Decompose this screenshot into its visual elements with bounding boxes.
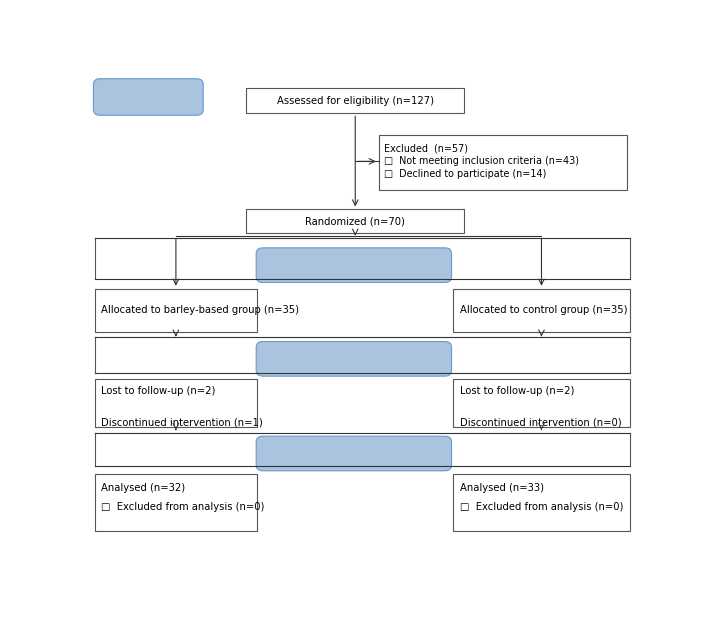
- Text: Lost to follow-up (n=2): Lost to follow-up (n=2): [460, 386, 574, 396]
- Text: Assessed for eligibility (n=127): Assessed for eligibility (n=127): [277, 96, 434, 106]
- Text: Discontinued intervention (n=1): Discontinued intervention (n=1): [101, 418, 263, 428]
- Text: □  Excluded from analysis (n=0): □ Excluded from analysis (n=0): [101, 502, 265, 512]
- Text: Allocation: Allocation: [325, 259, 383, 271]
- FancyBboxPatch shape: [454, 474, 629, 532]
- Text: Excluded  (n=57): Excluded (n=57): [384, 144, 468, 154]
- FancyBboxPatch shape: [256, 341, 451, 376]
- Text: Analysed (n=32): Analysed (n=32): [101, 483, 185, 494]
- FancyBboxPatch shape: [379, 135, 627, 190]
- FancyBboxPatch shape: [93, 79, 203, 115]
- FancyBboxPatch shape: [256, 248, 451, 283]
- Text: Discontinued intervention (n=0): Discontinued intervention (n=0): [460, 418, 622, 428]
- FancyBboxPatch shape: [454, 289, 629, 332]
- Text: □  Declined to participate (n=14): □ Declined to participate (n=14): [384, 169, 547, 179]
- Text: Randomized (n=70): Randomized (n=70): [305, 217, 405, 227]
- Text: Follow-Up: Follow-Up: [325, 353, 382, 365]
- Text: Allocated to control group (n=35): Allocated to control group (n=35): [460, 305, 627, 315]
- Text: □  Not meeting inclusion criteria (n=43): □ Not meeting inclusion criteria (n=43): [384, 156, 580, 166]
- FancyBboxPatch shape: [95, 289, 257, 332]
- Text: □  Excluded from analysis (n=0): □ Excluded from analysis (n=0): [460, 502, 623, 512]
- FancyBboxPatch shape: [246, 210, 464, 233]
- Text: Lost to follow-up (n=2): Lost to follow-up (n=2): [101, 386, 216, 396]
- FancyBboxPatch shape: [95, 379, 257, 427]
- FancyBboxPatch shape: [256, 436, 451, 470]
- Text: Analysed (n=33): Analysed (n=33): [460, 483, 544, 494]
- FancyBboxPatch shape: [246, 89, 464, 114]
- Text: Allocated to barley-based group (n=35): Allocated to barley-based group (n=35): [101, 305, 299, 315]
- FancyBboxPatch shape: [454, 379, 629, 427]
- FancyBboxPatch shape: [95, 474, 257, 532]
- Text: Enrollment: Enrollment: [112, 90, 184, 104]
- Text: Analysis: Analysis: [330, 447, 378, 460]
